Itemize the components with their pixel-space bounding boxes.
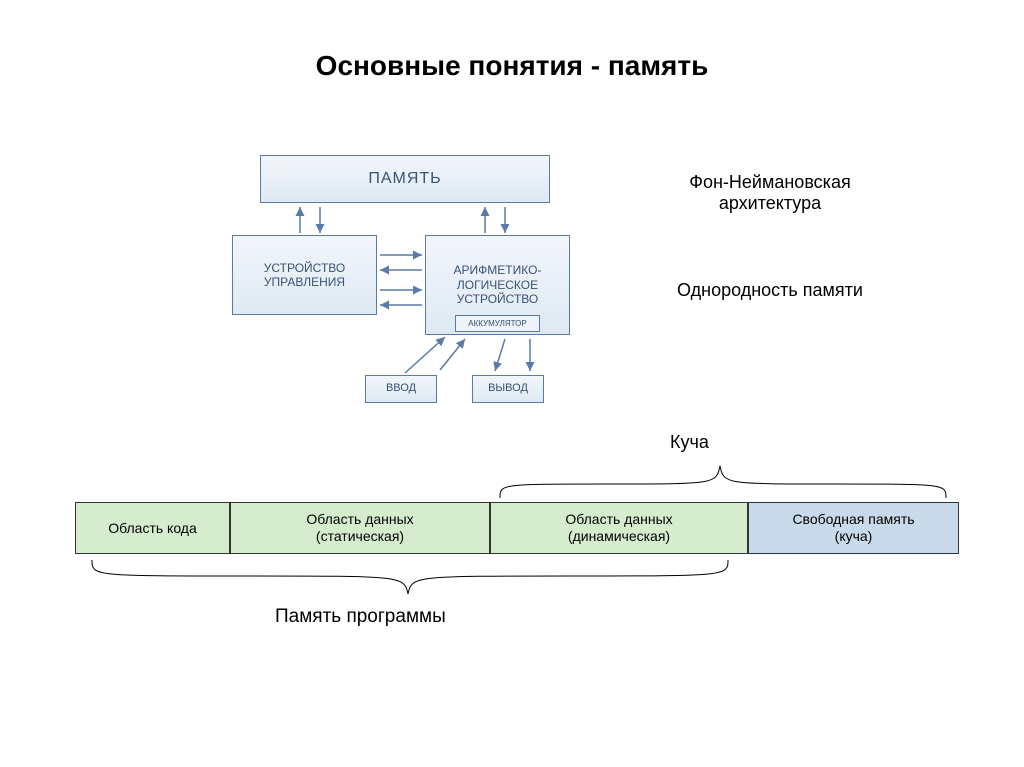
brace-heap: [498, 462, 948, 500]
cu-line2: УПРАВЛЕНИЯ: [264, 275, 345, 289]
arch-line2: архитектура: [719, 193, 821, 213]
input-box: ВВОД: [365, 375, 437, 403]
memory-bar: Область кода Область данных(статическая)…: [75, 502, 959, 554]
page-title: Основные понятия - память: [0, 50, 1024, 82]
cu-line1: УСТРОЙСТВО: [264, 261, 345, 275]
accumulator-box: АККУМУЛЯТОР: [455, 315, 540, 332]
cell-dynamic: Область данных(динамическая): [490, 502, 748, 554]
annotation-architecture: Фон-Неймановская архитектура: [640, 172, 900, 214]
memory-box: ПАМЯТЬ: [260, 155, 550, 203]
arch-line1: Фон-Неймановская: [689, 172, 850, 192]
brace-program-memory: [90, 558, 730, 598]
cell-heap: Свободная память(куча): [748, 502, 959, 554]
control-unit-box: УСТРОЙСТВО УПРАВЛЕНИЯ: [232, 235, 377, 315]
cell-heap-text: Свободная память(куча): [792, 511, 914, 545]
cell-dynamic-text: Область данных(динамическая): [565, 511, 672, 545]
alu-line3: УСТРОЙСТВО: [457, 292, 538, 306]
cell-static-text: Область данных(статическая): [306, 511, 413, 545]
cell-static: Область данных(статическая): [230, 502, 490, 554]
alu-line2: ЛОГИЧЕСКОЕ: [457, 278, 538, 292]
heap-label: Куча: [670, 432, 709, 453]
program-memory-label: Память программы: [275, 606, 446, 628]
alu-line1: АРИФМЕТИКО-: [454, 263, 542, 277]
annotation-homogeneity: Однородность памяти: [630, 280, 910, 301]
output-box: ВЫВОД: [472, 375, 544, 403]
cell-code: Область кода: [75, 502, 230, 554]
von-neumann-diagram: ПАМЯТЬ УСТРОЙСТВО УПРАВЛЕНИЯ АРИФМЕТИКО-…: [210, 155, 580, 415]
